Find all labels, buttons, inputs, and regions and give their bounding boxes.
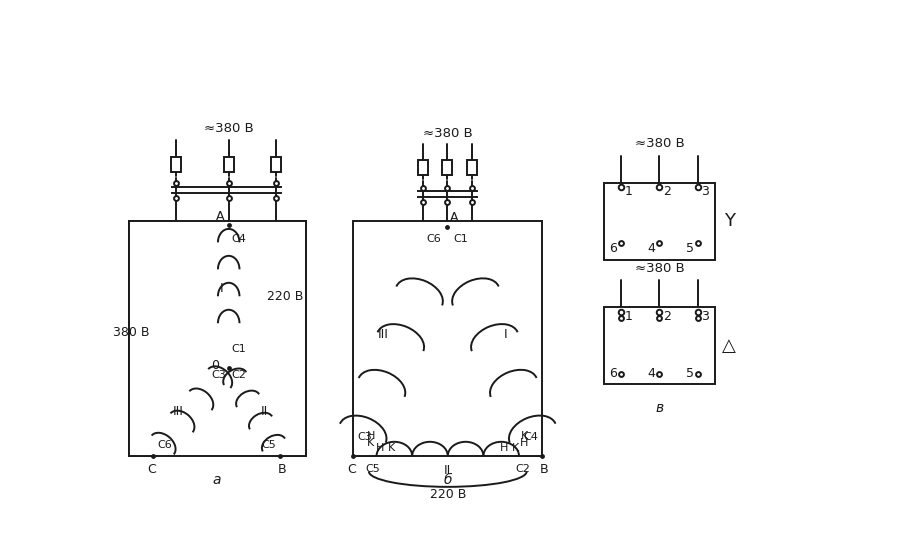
Text: 4: 4 — [647, 367, 655, 380]
Text: 1: 1 — [625, 310, 633, 323]
Text: 5: 5 — [686, 367, 694, 380]
Text: H: H — [367, 431, 375, 441]
Bar — [443, 160, 453, 175]
Text: H: H — [376, 443, 384, 453]
Text: III: III — [173, 405, 184, 418]
Text: 3: 3 — [701, 310, 709, 323]
Text: ≈380 В: ≈380 В — [203, 122, 254, 135]
Text: 2: 2 — [663, 310, 670, 323]
Text: 5: 5 — [686, 242, 694, 255]
Text: K: K — [521, 431, 528, 441]
Text: C: C — [347, 463, 356, 476]
Bar — [604, 307, 716, 384]
Text: 1: 1 — [625, 185, 633, 198]
Text: III: III — [378, 328, 389, 340]
Text: I: I — [220, 282, 223, 295]
Bar — [272, 156, 282, 172]
Text: C3: C3 — [211, 370, 226, 380]
Text: 6: 6 — [609, 367, 617, 380]
Text: ≈380 В: ≈380 В — [634, 262, 684, 275]
Text: C2: C2 — [232, 370, 247, 380]
Text: II: II — [445, 464, 452, 477]
Text: A: A — [450, 211, 458, 223]
Bar — [129, 221, 306, 456]
Text: 0: 0 — [212, 360, 220, 372]
Text: 6: 6 — [609, 242, 617, 255]
Text: H: H — [500, 443, 508, 453]
Text: C5: C5 — [365, 464, 380, 474]
Text: C5: C5 — [262, 440, 276, 450]
Bar — [171, 156, 182, 172]
Text: б: б — [444, 473, 452, 487]
Text: C6: C6 — [427, 234, 441, 244]
Text: II: II — [261, 405, 268, 418]
Text: C4: C4 — [524, 432, 538, 442]
Text: C6: C6 — [158, 440, 172, 450]
Text: △: △ — [723, 337, 736, 355]
Text: а: а — [213, 473, 221, 487]
Text: C1: C1 — [232, 344, 247, 354]
Text: 380 В: 380 В — [112, 326, 149, 339]
Text: 4: 4 — [647, 242, 655, 255]
Text: K: K — [367, 438, 374, 449]
Text: Υ: Υ — [724, 212, 734, 230]
Text: в: в — [655, 402, 663, 416]
Bar — [467, 160, 477, 175]
Text: ≈380 В: ≈380 В — [634, 137, 684, 151]
Bar — [418, 160, 428, 175]
Text: A: A — [216, 210, 224, 223]
Text: 220 В: 220 В — [429, 488, 466, 501]
Text: C2: C2 — [516, 464, 530, 474]
Bar — [224, 156, 234, 172]
Text: K: K — [511, 443, 518, 453]
Text: B: B — [277, 463, 286, 476]
Text: 3: 3 — [701, 185, 709, 198]
Text: H: H — [520, 438, 528, 449]
Text: C4: C4 — [232, 234, 247, 244]
Text: I: I — [504, 328, 508, 340]
Text: ≈380 В: ≈380 В — [422, 127, 472, 139]
Text: C1: C1 — [454, 234, 468, 244]
Text: C: C — [148, 463, 156, 476]
Text: C3: C3 — [357, 432, 372, 442]
Text: K: K — [388, 443, 396, 453]
Text: 2: 2 — [663, 185, 670, 198]
Bar — [604, 183, 716, 260]
Bar — [354, 221, 542, 456]
Text: B: B — [539, 463, 548, 476]
Text: 220 В: 220 В — [267, 290, 303, 303]
